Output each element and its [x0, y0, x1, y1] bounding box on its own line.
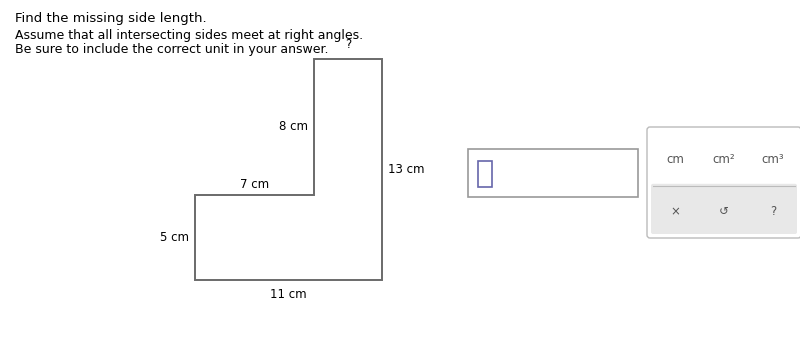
Text: Assume that all intersecting sides meet at right angles.: Assume that all intersecting sides meet … [15, 29, 363, 42]
Text: 5 cm: 5 cm [160, 231, 189, 244]
Text: 11 cm: 11 cm [270, 288, 307, 301]
Text: Be sure to include the correct unit in your answer.: Be sure to include the correct unit in y… [15, 43, 329, 56]
FancyBboxPatch shape [651, 184, 797, 234]
Bar [468, 149, 638, 197]
Text: 8 cm: 8 cm [279, 120, 308, 134]
Text: cm: cm [666, 153, 684, 166]
Text: cm²: cm² [713, 153, 735, 166]
Text: ↺: ↺ [719, 205, 729, 218]
Text: cm³: cm³ [762, 153, 784, 166]
Text: Find the missing side length.: Find the missing side length. [15, 12, 206, 25]
FancyBboxPatch shape [647, 127, 800, 238]
Text: 7 cm: 7 cm [240, 178, 269, 191]
Bar [478, 161, 492, 187]
Text: ?: ? [770, 205, 776, 218]
Text: 13 cm: 13 cm [388, 163, 425, 176]
Text: ?: ? [345, 38, 351, 51]
Text: ×: × [670, 205, 680, 218]
